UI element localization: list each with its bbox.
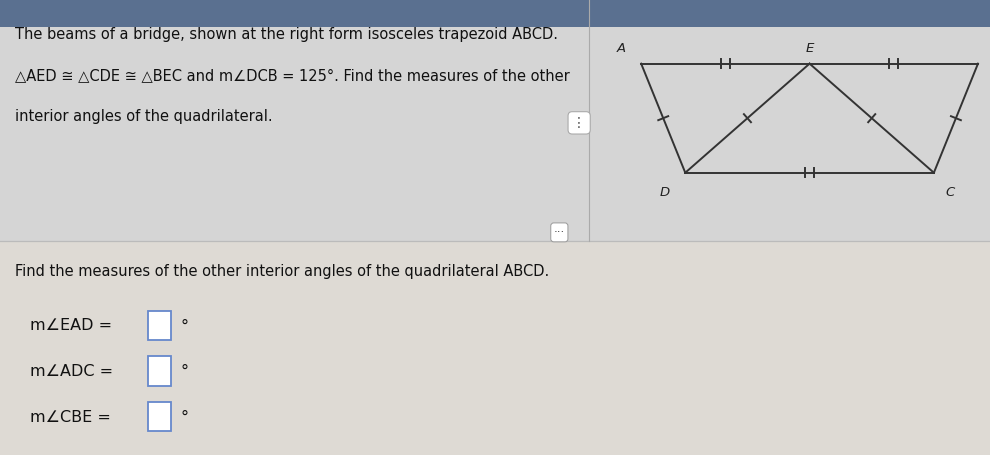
Bar [0, 0, 990, 241]
Text: A: A [617, 42, 626, 55]
Bar [0, 0, 990, 27]
Text: °: ° [180, 318, 188, 334]
Text: ···: ··· [553, 226, 565, 239]
Text: m∠CBE =: m∠CBE = [30, 410, 111, 425]
Text: m∠EAD =: m∠EAD = [30, 318, 112, 334]
Text: △AED ≅ △CDE ≅ △BEC and m∠DCB = 125°. Find the measures of the other: △AED ≅ △CDE ≅ △BEC and m∠DCB = 125°. Fin… [15, 68, 569, 83]
Text: D: D [660, 186, 670, 198]
Text: The beams of a bridge, shown at the right form isosceles trapezoid ABCD.: The beams of a bridge, shown at the righ… [15, 27, 557, 42]
Text: interior angles of the quadrilateral.: interior angles of the quadrilateral. [15, 109, 272, 124]
Text: Find the measures of the other interior angles of the quadrilateral ABCD.: Find the measures of the other interior … [15, 264, 549, 279]
Text: m∠ADC =: m∠ADC = [30, 364, 113, 379]
Text: C: C [945, 186, 954, 198]
Text: ⋮: ⋮ [572, 116, 586, 130]
Text: °: ° [180, 364, 188, 379]
Bar [0, 241, 990, 455]
Text: °: ° [180, 410, 188, 425]
Text: E: E [806, 42, 814, 55]
